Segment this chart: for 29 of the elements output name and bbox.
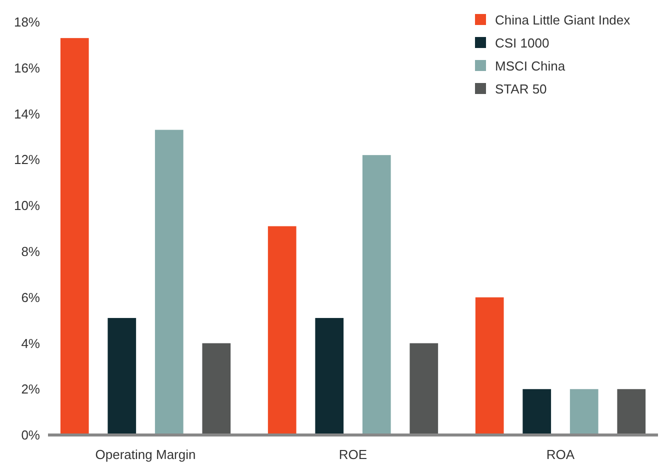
x-tick-label: ROA [546,447,575,462]
bar [268,226,296,435]
y-tick-label: 10% [14,198,40,214]
y-tick-label: 16% [14,60,40,76]
x-tick-label: ROE [338,447,368,462]
y-tick-label: 0% [21,428,40,443]
legend-label: STAR 50 [495,82,547,97]
bar [154,130,184,435]
bar [617,389,646,435]
legend-label: China Little Giant Index [495,12,631,28]
y-tick-label: 8% [21,244,40,259]
x-tick-label: Operating Margin [95,447,196,462]
legend-label: MSCI China [495,58,566,74]
y-tick-label: 6% [21,290,40,305]
bar [522,389,552,435]
y-tick-label: 18% [14,14,40,30]
bar [60,38,89,435]
legend-label: CSI 1000 [495,36,550,51]
y-tick-label: 12% [14,152,40,168]
bar [315,318,344,435]
bar [475,297,504,435]
y-tick-label: 14% [14,106,40,122]
bar [108,318,136,435]
y-tick-label: 2% [21,382,40,397]
bar [410,343,438,435]
bar [570,389,598,435]
bar [362,155,391,435]
y-tick-label: 4% [21,336,40,351]
bar [202,343,231,435]
